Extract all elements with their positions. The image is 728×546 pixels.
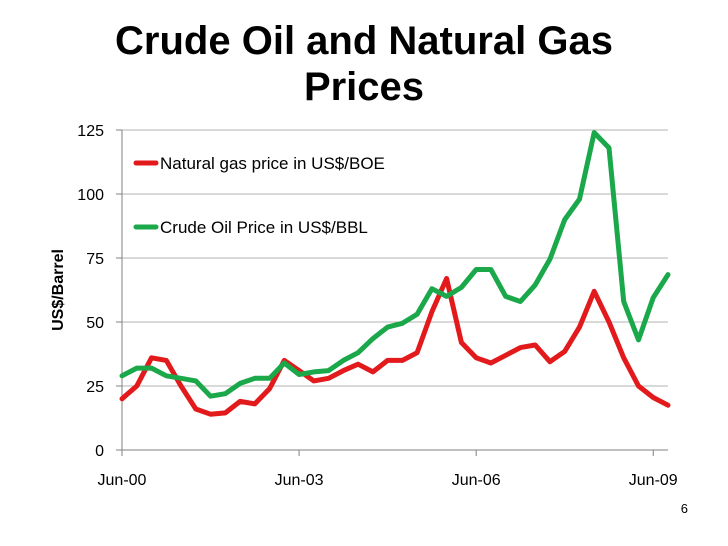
gridlines: [122, 129, 668, 387]
x-tick-label: Jun-00: [98, 472, 147, 489]
y-axis-label: US$/Barrel: [50, 249, 67, 331]
y-tick-label: 50: [86, 315, 104, 332]
y-tick-label: 75: [86, 251, 104, 268]
slide-title-line-1: Crude Oil and Natural Gas: [115, 19, 613, 63]
page-number: 6: [680, 501, 688, 516]
legend-label: Natural gas price in US$/BOE: [160, 154, 385, 173]
slide-title-line-2: Prices: [303, 65, 425, 109]
series-lines: [119, 130, 671, 417]
axes: 0 25 50 75 100 125 Jun-00 Jun-03 Jun-06 Jun-09: [77, 123, 678, 489]
legend: Natural gas price in US$/BOE Crude Oil Pr…: [133, 154, 385, 237]
series-line-natural-gas: [119, 276, 671, 417]
legend-label: Crude Oil Price in US$/BBL: [160, 218, 368, 237]
y-tick-label: 0: [95, 443, 104, 460]
y-tick-label: 25: [86, 379, 104, 396]
series-line-crude-oil: [119, 130, 671, 399]
y-tick-label: 100: [77, 187, 104, 204]
slide-title: Crude Oil and Natural Gas Prices: [0, 18, 728, 110]
x-tick-label: Jun-09: [629, 472, 678, 489]
x-tick-label: Jun-06: [452, 472, 501, 489]
x-tick-label: Jun-03: [275, 472, 324, 489]
y-tick-label: 125: [77, 123, 104, 140]
